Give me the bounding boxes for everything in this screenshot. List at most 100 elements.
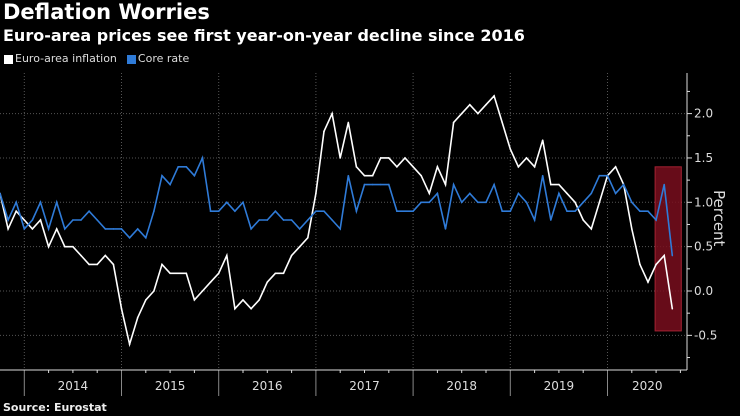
data-point-core: [153, 210, 155, 212]
data-point-inflation: [136, 316, 139, 319]
legend-label-core: Core rate: [137, 52, 190, 65]
data-point-core: [145, 236, 147, 239]
data-point-core: [614, 192, 617, 195]
data-point-core: [31, 219, 34, 221]
data-point-core: [104, 228, 107, 230]
data-point-inflation: [234, 307, 236, 310]
data-point-inflation: [379, 157, 382, 159]
data-point-core: [242, 201, 244, 204]
data-point-inflation: [145, 299, 147, 301]
data-point-core: [64, 228, 66, 230]
data-point-inflation: [209, 281, 212, 283]
data-point-inflation: [307, 236, 309, 239]
highlight-box: [654, 166, 682, 332]
data-point-core: [15, 201, 17, 204]
data-point-core: [663, 183, 665, 186]
data-point-inflation: [493, 95, 495, 97]
data-point-inflation: [258, 299, 261, 301]
source-note: Source: Eurostat: [3, 401, 107, 414]
data-point-core: [47, 228, 50, 230]
data-point-core: [631, 201, 633, 204]
data-point-inflation: [582, 219, 584, 221]
data-point-core: [493, 183, 495, 186]
data-point-inflation: [614, 166, 617, 168]
data-point-inflation: [501, 121, 504, 124]
data-point-inflation: [104, 254, 107, 257]
data-point-core: [331, 219, 333, 221]
data-point-core: [161, 174, 163, 177]
series-line-inflation: [0, 94, 674, 348]
data-point-core: [185, 166, 188, 168]
data-point-core: [485, 201, 487, 204]
data-point-core: [7, 219, 9, 221]
data-point-inflation: [282, 272, 285, 275]
data-point-core: [39, 201, 42, 204]
x-tick-label: 2017: [349, 379, 380, 393]
data-point-inflation: [566, 192, 568, 195]
data-point-core: [444, 228, 447, 230]
data-point-inflation: [120, 307, 123, 310]
data-point-inflation: [469, 103, 471, 106]
data-point-core: [566, 210, 568, 212]
data-point-core: [339, 228, 342, 230]
data-point-core: [55, 201, 58, 204]
data-point-core: [177, 166, 179, 168]
data-point-inflation: [226, 254, 228, 257]
data-point-inflation: [388, 157, 390, 159]
data-point-core: [234, 210, 236, 212]
data-point-inflation: [550, 183, 552, 186]
data-point-core: [622, 183, 625, 186]
y-tick-label: 1.5: [694, 151, 713, 165]
data-point-inflation: [315, 192, 317, 195]
x-tick-label: 2014: [58, 379, 89, 393]
data-point-inflation: [88, 263, 90, 266]
y-tick-label: 0.5: [694, 240, 713, 254]
data-point-core: [574, 210, 576, 212]
data-point-inflation: [250, 307, 252, 310]
data-point-core: [436, 192, 439, 195]
data-point-inflation: [72, 245, 74, 248]
data-point-inflation: [331, 112, 333, 115]
data-point-core: [582, 201, 584, 204]
y-tick-label: 1.0: [694, 195, 713, 209]
data-point-core: [274, 210, 277, 212]
data-point-core: [525, 201, 528, 204]
data-point-inflation: [201, 290, 204, 292]
legend-label-inflation: Euro-area inflation: [15, 52, 117, 65]
data-point-inflation: [96, 263, 98, 266]
data-point-inflation: [153, 290, 155, 292]
data-point-inflation: [217, 272, 220, 275]
data-point-inflation: [525, 157, 528, 159]
data-point-core: [298, 228, 301, 230]
data-point-inflation: [436, 166, 439, 168]
data-point-inflation: [412, 166, 414, 168]
data-point-core: [226, 201, 228, 204]
data-point-inflation: [460, 112, 463, 115]
data-point-core: [590, 192, 593, 195]
x-tick-label: 2016: [252, 379, 283, 393]
legend: Euro-area inflation Core rate: [4, 52, 189, 66]
data-point-inflation: [671, 307, 674, 310]
data-point-inflation: [598, 201, 601, 204]
data-point-core: [501, 210, 504, 212]
data-point-inflation: [169, 272, 171, 275]
data-point-core: [250, 228, 252, 230]
data-point-inflation: [39, 219, 42, 221]
x-tick-label: 2019: [544, 379, 575, 393]
grid: [0, 73, 687, 370]
data-point-core: [647, 210, 649, 212]
legend-swatch-core: [126, 54, 136, 64]
data-point-inflation: [647, 281, 649, 283]
data-point-inflation: [485, 103, 487, 106]
data-point-inflation: [161, 263, 163, 266]
data-point-inflation: [371, 174, 374, 177]
data-point-core: [282, 219, 285, 221]
data-point-inflation: [298, 245, 301, 248]
data-point-core: [315, 210, 317, 212]
data-point-inflation: [31, 228, 34, 230]
data-point-core: [112, 228, 115, 230]
y-tick-label: 0.0: [694, 284, 713, 298]
data-point-inflation: [112, 263, 115, 266]
data-point-core: [388, 183, 390, 186]
data-point-core: [266, 219, 269, 221]
